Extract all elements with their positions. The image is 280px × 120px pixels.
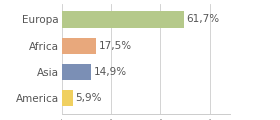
Bar [62,38,96,54]
Bar [62,64,91,80]
Bar [62,90,73,106]
Bar [62,11,184,27]
Text: 5,9%: 5,9% [76,93,102,103]
Text: 14,9%: 14,9% [94,67,127,77]
Text: 61,7%: 61,7% [186,14,219,24]
Text: 17,5%: 17,5% [99,41,132,51]
